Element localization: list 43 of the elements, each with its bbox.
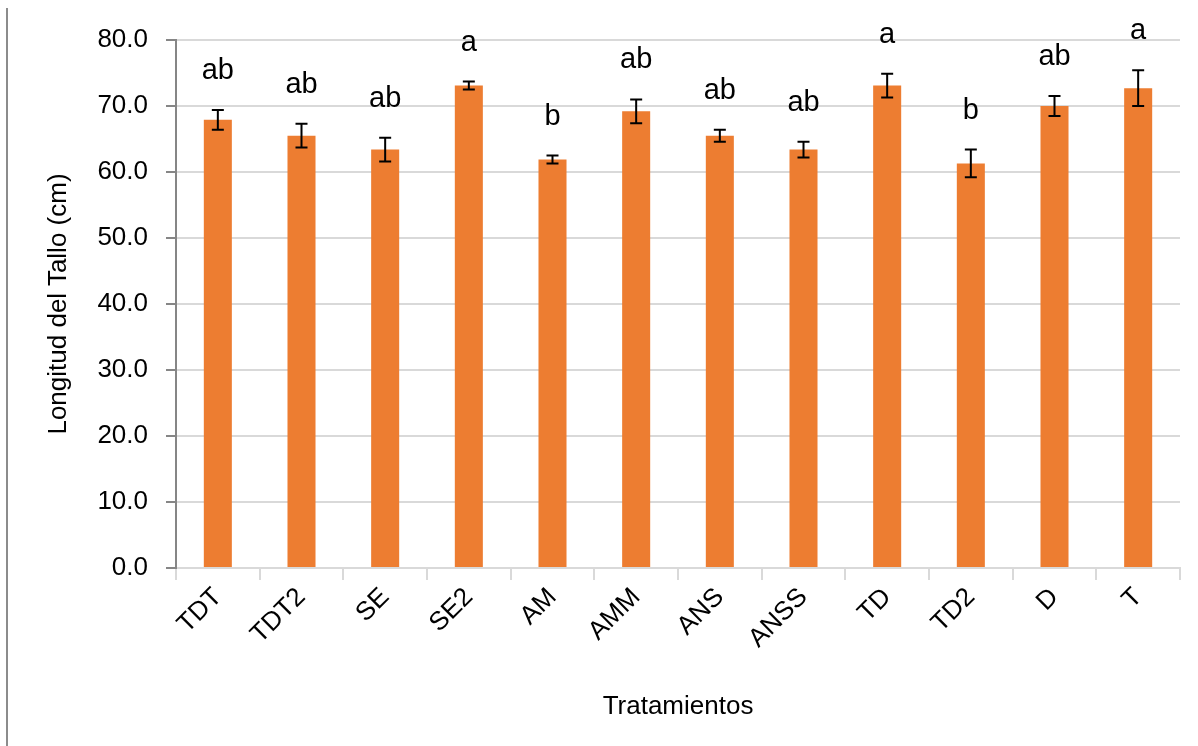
bar [873,85,902,567]
annotation: ab [787,84,820,117]
bar [1040,106,1069,567]
annotation: a [460,24,478,57]
y-axis-title: Longitud del Tallo (cm) [41,173,72,435]
x-axis-title: Tratamientos [602,689,754,720]
bar [705,135,734,567]
x-tick-label: AM [513,581,562,630]
bar [622,111,651,567]
annotation: a [879,16,897,49]
bar [789,149,818,567]
annotation: ab [620,42,653,75]
y-tick-label: 80.0 [97,23,148,54]
bar [287,135,316,567]
x-tick-label: D [1029,581,1064,616]
annotation: ab [369,80,402,113]
annotation: a [1130,13,1148,46]
bar [538,159,567,567]
bar [1124,88,1153,567]
annotation: b [544,98,561,131]
annotation: ab [201,52,234,85]
annotation: b [962,92,979,125]
y-tick-label: 20.0 [97,419,148,450]
x-tick-label: T [1115,581,1148,614]
annotation: ab [285,66,318,99]
annotation: ab [703,72,736,105]
y-tick-label: 60.0 [97,155,148,186]
bar [371,149,400,567]
x-tick-label: TD2 [924,581,981,638]
y-tick-label: 0.0 [111,551,148,582]
bar [956,163,985,567]
x-tick-label: TDT [170,581,228,639]
annotation: ab [1038,39,1071,72]
y-tick-label: 10.0 [97,485,148,516]
y-tick-label: 50.0 [97,221,148,252]
x-tick-label: TD [850,581,897,627]
x-tick-label: SE2 [422,581,479,638]
bar [203,119,232,567]
x-tick-label: SE [348,581,395,627]
y-tick-label: 40.0 [97,287,148,318]
bar [454,85,483,567]
y-tick-label: 30.0 [97,353,148,384]
y-tick-label: 70.0 [97,89,148,120]
